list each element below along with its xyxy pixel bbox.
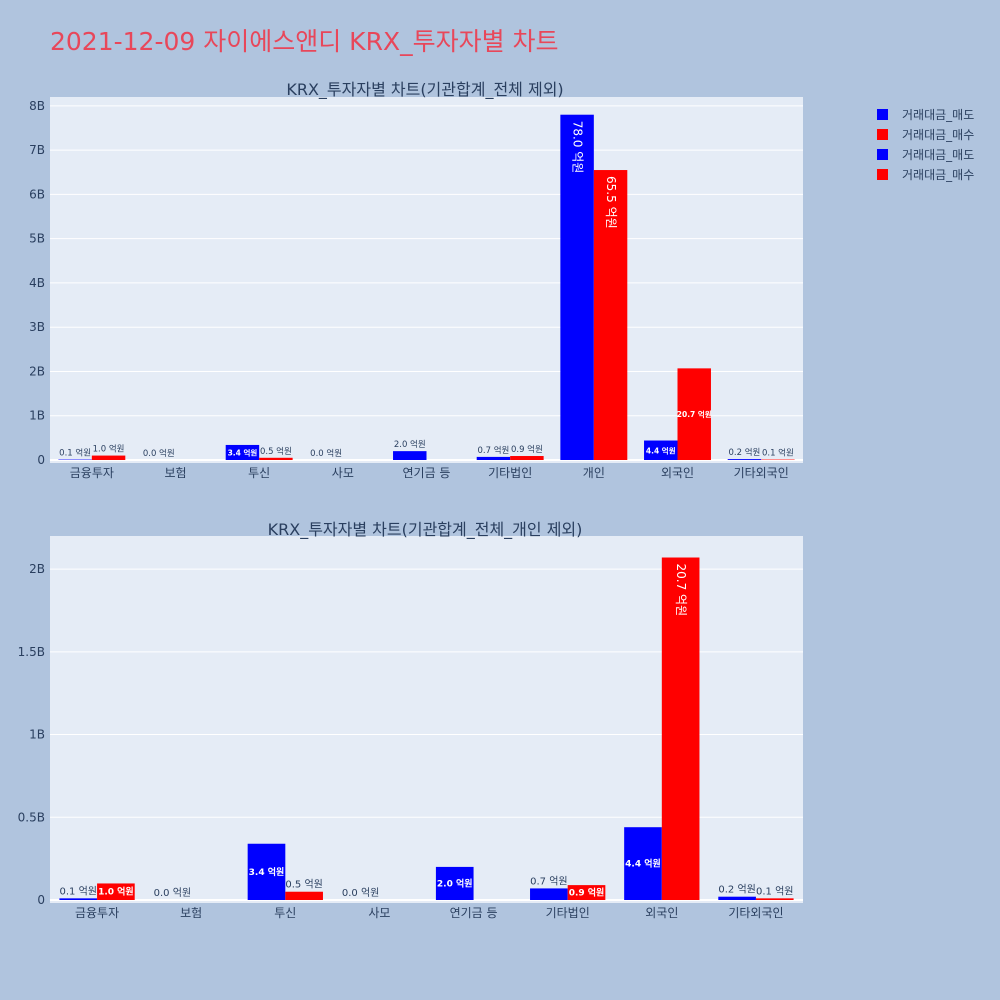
bar-value-label: 0.5 억원: [285, 879, 322, 891]
x-tick-label: 기타법인: [546, 906, 590, 920]
legend-label[interactable]: 거래대금_매수: [902, 128, 974, 142]
y-tick-label: 8B: [29, 99, 45, 113]
bar-value-label: 4.4 억원: [646, 445, 676, 455]
bar[interactable]: [718, 896, 756, 900]
bar-value-label: 2.0 억원: [394, 439, 426, 450]
legend-swatch[interactable]: [877, 169, 888, 180]
x-tick-label: 보험: [180, 906, 202, 920]
x-tick-label: 기타외국인: [734, 466, 789, 480]
bar-value-label: 1.0 억원: [98, 886, 134, 898]
bar[interactable]: [393, 451, 427, 460]
bar[interactable]: [247, 843, 286, 900]
bar-value-label: 1.0 억원: [93, 444, 125, 455]
x-tick-label: 기타외국인: [728, 906, 783, 920]
bar[interactable]: [59, 898, 98, 900]
bar[interactable]: [435, 866, 474, 900]
bar-value-label: 4.4 억원: [625, 858, 661, 870]
bar-value-label: 20.7 억원: [677, 409, 712, 419]
bar-value-label: 0.1 억원: [756, 885, 793, 897]
y-tick-label: 2B: [29, 562, 45, 576]
bar[interactable]: [755, 898, 794, 900]
bar-value-label: 0.1 억원: [59, 885, 96, 897]
y-tick-label: 1B: [29, 409, 45, 423]
bar[interactable]: [530, 888, 568, 900]
bar-value-label: 65.5 억원: [604, 176, 618, 229]
y-tick-label: 0: [37, 893, 45, 907]
bar-value-label: 3.4 억원: [249, 866, 285, 878]
x-tick-label: 보험: [164, 466, 186, 480]
legend-swatch[interactable]: [877, 129, 888, 140]
bar[interactable]: [476, 456, 511, 460]
bar-value-label: 2.0 억원: [437, 877, 473, 889]
bar[interactable]: [225, 444, 260, 460]
x-tick-label: 개인: [583, 466, 605, 480]
bar[interactable]: [593, 170, 628, 461]
x-tick-label: 사모: [368, 906, 390, 920]
bar[interactable]: [727, 459, 762, 460]
bar-value-label: 78.0 억원: [571, 121, 585, 174]
x-tick-label: 연기금 등: [450, 906, 498, 920]
bar[interactable]: [91, 455, 126, 460]
legend-label[interactable]: 거래대금_매도: [902, 108, 974, 122]
x-tick-label: 금융투자: [75, 906, 119, 920]
y-tick-label: 4B: [29, 276, 45, 290]
bar[interactable]: [510, 456, 544, 460]
y-tick-label: 5B: [29, 232, 45, 246]
x-tick-label: 기타법인: [488, 466, 532, 480]
bar-value-label: 20.7 억원: [674, 564, 688, 617]
x-tick-label: 사모: [332, 466, 354, 480]
bar[interactable]: [677, 368, 711, 460]
bar-value-label: 0.0 억원: [154, 887, 191, 899]
y-tick-label: 0: [37, 453, 45, 467]
legend-label[interactable]: 거래대금_매도: [902, 148, 974, 162]
x-tick-label: 외국인: [645, 906, 678, 920]
bar-value-label: 0.0 억원: [143, 448, 175, 459]
legend-swatch[interactable]: [877, 109, 888, 120]
bar[interactable]: [567, 885, 606, 900]
chart-top: KRX_투자자별 차트(기관합계_전체 제외) 0 1B 2B 3B 4B 5B 6B 7B 8…: [29, 80, 803, 480]
bar[interactable]: [259, 457, 293, 460]
page-title: 2021-12-09 자이에스앤디 KRX_투자자별 차트: [50, 27, 559, 56]
bar-value-label: 0.1 억원: [762, 448, 794, 459]
chart-bottom: KRX_투자자별 차트(기관합계_전체_개인 제외) 0 0.5B 1B 1.5B 2B…: [18, 520, 803, 920]
y-tick-label: 1.5B: [18, 645, 45, 659]
bar-value-label: 0.2 억원: [718, 884, 755, 896]
bar[interactable]: [644, 440, 678, 460]
bar[interactable]: [624, 827, 662, 900]
chart-title: KRX_투자자별 차트(기관합계_전체 제외): [286, 80, 563, 100]
bar-value-label: 3.4 억원: [228, 447, 258, 457]
y-tick-label: 3B: [29, 320, 45, 334]
bar[interactable]: [560, 114, 594, 461]
x-tick-label: 투신: [274, 906, 296, 920]
legend-swatch[interactable]: [877, 149, 888, 160]
x-tick-label: 금융투자: [70, 466, 114, 480]
y-tick-label: 2B: [29, 364, 45, 378]
bar-value-label: 0.2 억원: [728, 447, 760, 458]
bar[interactable]: [285, 891, 323, 900]
bar-value-label: 0.0 억원: [342, 887, 379, 899]
y-tick-label: 6B: [29, 187, 45, 201]
y-tick-label: 1B: [29, 728, 45, 742]
x-tick-label: 투신: [248, 466, 270, 480]
bar[interactable]: [661, 557, 700, 900]
legend-label[interactable]: 거래대금_매수: [902, 168, 974, 182]
y-tick-label: 7B: [29, 143, 45, 157]
bar-value-label: 0.7 억원: [530, 875, 567, 887]
x-tick-label: 외국인: [661, 466, 694, 480]
chart-title: KRX_투자자별 차트(기관합계_전체_개인 제외): [268, 520, 583, 540]
bar[interactable]: [97, 883, 135, 900]
bar-value-label: 0.0 억원: [310, 448, 342, 459]
bar-value-label: 0.1 억원: [59, 448, 91, 459]
bar-value-label: 0.9 억원: [511, 444, 543, 455]
bar-value-label: 0.9 억원: [569, 887, 605, 899]
y-tick-label: 0.5B: [18, 810, 45, 824]
x-tick-label: 연기금 등: [403, 466, 451, 480]
bar-value-label: 0.7 억원: [477, 445, 509, 456]
bar-value-label: 0.5 억원: [260, 446, 292, 457]
